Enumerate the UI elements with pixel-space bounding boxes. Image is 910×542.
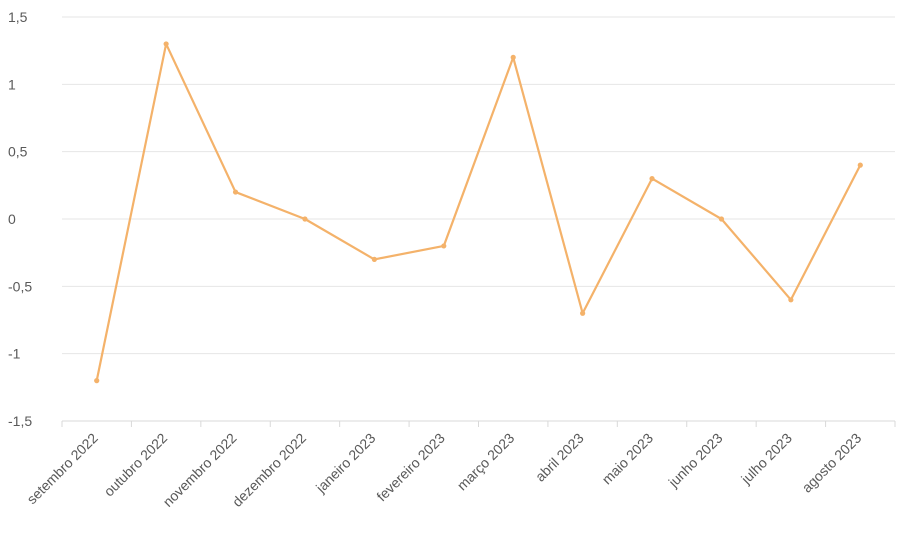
- series-line: [95, 42, 862, 382]
- x-tick-label: março 2023: [454, 430, 518, 494]
- data-point: [94, 378, 100, 384]
- data-point: [718, 216, 725, 222]
- data-point: [649, 176, 655, 182]
- x-tick-label: setembro 2022: [23, 430, 101, 508]
- y-tick-label: -1: [8, 346, 21, 362]
- y-tick-label: 1: [8, 76, 16, 92]
- data-point: [302, 216, 308, 222]
- gridlines: [62, 16, 895, 355]
- y-axis-tick-labels: 1,5 1 0,5 0 -0,5 -1 -1,5: [8, 9, 32, 429]
- series-group: [94, 41, 863, 384]
- x-tick-label: fevereiro 2023: [373, 430, 448, 505]
- y-tick-label: -1,5: [8, 413, 32, 429]
- data-point: [580, 310, 586, 316]
- x-tick-label: janeiro 2023: [312, 430, 379, 497]
- data-point: [371, 256, 377, 262]
- y-tick-label: -0,5: [8, 278, 32, 294]
- x-axis: [61, 420, 896, 427]
- y-tick-label: 0: [8, 211, 16, 227]
- x-tick-label: dezembro 2022: [229, 430, 309, 510]
- data-point: [857, 162, 863, 168]
- x-tick-label: junho 2023: [665, 430, 726, 491]
- x-tick-label: julho 2023: [737, 430, 795, 488]
- data-point: [788, 297, 794, 303]
- x-tick-label: maio 2023: [599, 430, 657, 488]
- data-point: [441, 243, 447, 249]
- x-tick-label: outubro 2022: [101, 430, 171, 500]
- x-tick-label: abril 2023: [532, 430, 587, 485]
- x-tick-label: novembro 2022: [160, 430, 240, 510]
- data-point: [232, 189, 239, 195]
- data-point: [510, 54, 516, 61]
- data-point: [163, 41, 169, 47]
- y-tick-label: 1,5: [8, 9, 28, 25]
- x-tick-label: agosto 2023: [799, 430, 865, 496]
- y-tick-label: 0,5: [8, 144, 28, 160]
